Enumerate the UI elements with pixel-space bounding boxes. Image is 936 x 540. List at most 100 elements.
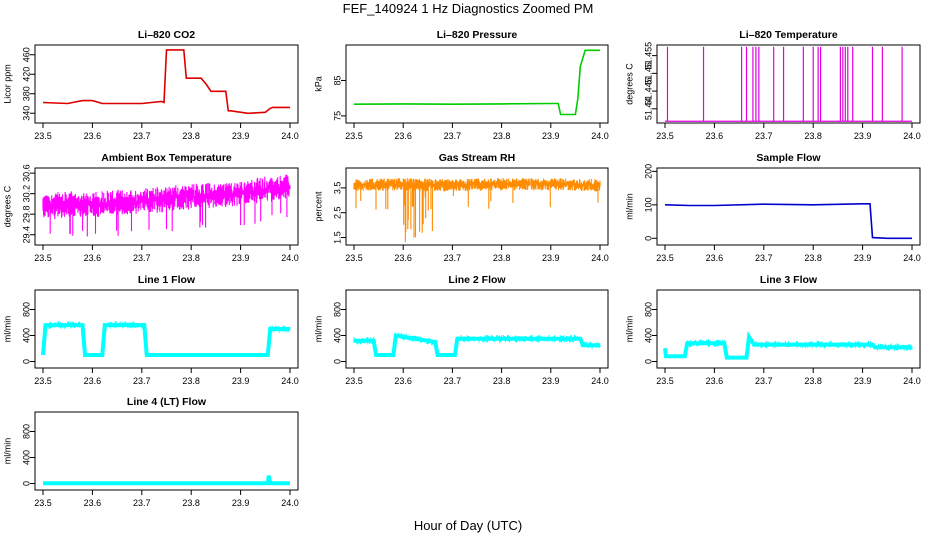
panel-2-xtick-label: 23.8: [493, 131, 511, 141]
panel-5-xtick-label: 23.8: [493, 253, 511, 263]
panel-9-frame: [656, 289, 921, 369]
panel-9-xtick-label: 24.0: [903, 376, 921, 386]
panel-7-noise: [43, 321, 291, 353]
panel-7-ytick-label: 400: [21, 328, 31, 343]
panel-4-xtick-label: 24.0: [281, 253, 299, 263]
panel-3-ytick-label: 51.45: [643, 62, 653, 85]
panel-9-xtick-label: 23.6: [706, 376, 724, 386]
panel-6-series-line: [664, 203, 912, 240]
panel-1-frame: [34, 44, 299, 124]
panel-6-xtick-label: 23.7: [755, 253, 773, 263]
panel-10-xtick-label: 24.0: [281, 498, 299, 508]
panel-1-xtick-label: 23.9: [232, 131, 250, 141]
panel-5-series-line: [353, 178, 601, 243]
panel-9-noise: [664, 336, 913, 352]
panel-8-xtick-label: 23.7: [444, 376, 462, 386]
panel-2-frame: [345, 44, 609, 124]
panel-7-ytick-label: 800: [21, 302, 31, 317]
panel-10-xtick-label: 23.8: [182, 498, 200, 508]
panel-4-xtick-label: 23.5: [34, 253, 52, 263]
panel-8-xtick-label: 23.8: [493, 376, 511, 386]
panel-5-xtick-label: 23.5: [345, 253, 363, 263]
panel-5-ytick-label: 2.5: [332, 206, 342, 219]
panel-6-ylabel: ml/min: [624, 193, 634, 220]
panel-2-series-line: [353, 49, 600, 116]
panel-6-ytick-label: 0: [643, 236, 653, 241]
panel-3-frame: [656, 44, 921, 124]
panel-1-ytick-label: 420: [21, 67, 31, 82]
panel-3-ytick-label: 51.455: [643, 42, 653, 70]
panel-3-title: Li–820 Temperature: [739, 29, 838, 41]
panel-8-xtick-label: 24.0: [591, 376, 609, 386]
panel-3-xtick-label: 23.5: [656, 131, 674, 141]
panel-10-xtick-label: 23.6: [84, 498, 102, 508]
panel-2-xtick-label: 23.9: [542, 131, 560, 141]
panel-6-xtick-label: 23.5: [656, 253, 674, 263]
panel-9-title: Line 3 Flow: [760, 274, 818, 286]
panel-10-title: Line 4 (LT) Flow: [127, 396, 207, 408]
panel-3-xtick-label: 24.0: [903, 131, 921, 141]
panel-1-ytick-label: 340: [21, 106, 31, 121]
panel-2-xtick-label: 24.0: [591, 131, 609, 141]
panel-6-frame: [656, 167, 921, 246]
panel-4-title: Ambient Box Temperature: [101, 152, 232, 164]
panel-4-xtick-label: 23.7: [133, 253, 151, 263]
panel-2-xtick-label: 23.6: [394, 131, 412, 141]
panel-4-xtick-label: 23.9: [232, 253, 250, 263]
panel-6-xtick-label: 24.0: [903, 253, 921, 263]
panel-8-xtick-label: 23.6: [394, 376, 412, 386]
panel-4-frame: [34, 167, 299, 246]
panel-8-frame: [345, 289, 609, 369]
panel-4-ytick-label: 30.6: [21, 164, 31, 182]
panel-5-frame: [345, 167, 609, 246]
panel-1-ytick-label: 460: [21, 47, 31, 62]
panel-10-ytick-label: 0: [21, 481, 31, 486]
panel-4-series-line: [42, 174, 291, 237]
panel-7-xtick-label: 23.5: [34, 376, 52, 386]
panel-10-xtick-label: 23.7: [133, 498, 151, 508]
panel-6-title: Sample Flow: [756, 152, 821, 164]
panel-4-ytick-label: 29.8: [21, 205, 31, 223]
panel-8-xtick-label: 23.9: [542, 376, 560, 386]
panel-8-ylabel: ml/min: [313, 316, 323, 343]
panel-7-xtick-label: 23.7: [133, 376, 151, 386]
panel-1-series-line: [42, 49, 290, 115]
panel-4-ytick-label: 29.4: [21, 226, 31, 244]
panel-1-xtick-label: 23.6: [84, 131, 102, 141]
panel-9-xtick-label: 23.8: [804, 376, 822, 386]
panel-1-xtick-label: 24.0: [281, 131, 299, 141]
panel-3-xtick-label: 23.6: [706, 131, 724, 141]
panel-3-xtick-label: 23.9: [854, 131, 872, 141]
panel-8-ytick-label: 400: [332, 328, 342, 343]
panel-8-ytick-label: 800: [332, 302, 342, 317]
panel-1-ylabel: Licor ppm: [2, 64, 12, 104]
panel-7-ytick-label: 0: [21, 359, 31, 364]
panel-6-xtick-label: 23.9: [854, 253, 872, 263]
panel-4-ytick-label: 30.2: [21, 185, 31, 203]
panel-2-xtick-label: 23.7: [444, 131, 462, 141]
panel-5-ytick-label: 3.5: [332, 182, 342, 195]
panel-9-xtick-label: 23.9: [854, 376, 872, 386]
panel-8-title: Line 2 Flow: [448, 274, 506, 286]
panel-2-ytick-label: 75: [332, 111, 342, 121]
panel-4-xtick-label: 23.8: [182, 253, 200, 263]
panel-10-xtick-label: 23.9: [232, 498, 250, 508]
panel-10-ylabel: ml/min: [2, 438, 12, 465]
panel-3-ytick-label: 51.44: [643, 98, 653, 121]
panel-8-noise: [353, 332, 601, 355]
panel-3-ylabel: degrees C: [624, 63, 634, 105]
panel-3-ytick-label: 51.445: [643, 77, 653, 105]
panel-7-xtick-label: 23.6: [84, 376, 102, 386]
panel-10-ytick-label: 800: [21, 424, 31, 439]
panel-6-ytick-label: 100: [643, 197, 653, 212]
panel-8-xtick-label: 23.5: [345, 376, 363, 386]
panel-6-xtick-label: 23.6: [706, 253, 724, 263]
panel-10-frame: [34, 411, 299, 491]
panel-7-xtick-label: 23.8: [182, 376, 200, 386]
panel-4-xtick-label: 23.6: [84, 253, 102, 263]
panel-2-ylabel: kPa: [313, 76, 323, 92]
panel-10-xtick-label: 23.5: [34, 498, 52, 508]
panel-7-series-line: [41, 323, 290, 357]
panel-5-ylabel: percent: [313, 191, 323, 222]
panel-9-ylabel: ml/min: [624, 316, 634, 343]
